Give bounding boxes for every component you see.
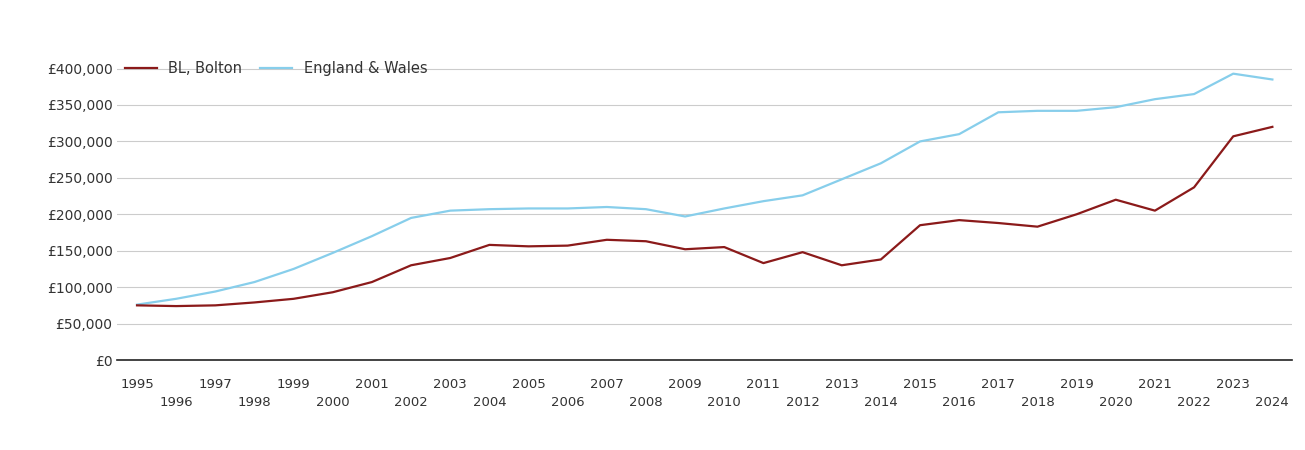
England & Wales bbox=[912, 139, 928, 144]
BL, Bolton bbox=[1069, 212, 1084, 217]
England & Wales bbox=[1225, 71, 1241, 76]
Text: 2024: 2024 bbox=[1255, 396, 1289, 409]
BL, Bolton bbox=[482, 242, 497, 248]
BL, Bolton bbox=[521, 243, 536, 249]
Text: 2002: 2002 bbox=[394, 396, 428, 409]
England & Wales bbox=[129, 302, 145, 307]
Text: 2013: 2013 bbox=[825, 378, 859, 391]
Text: 1995: 1995 bbox=[120, 378, 154, 391]
England & Wales bbox=[482, 207, 497, 212]
BL, Bolton bbox=[677, 247, 693, 252]
England & Wales bbox=[1030, 108, 1045, 113]
England & Wales bbox=[1069, 108, 1084, 113]
England & Wales bbox=[756, 198, 771, 204]
BL, Bolton bbox=[599, 237, 615, 243]
BL, Bolton bbox=[834, 263, 850, 268]
BL, Bolton bbox=[1225, 134, 1241, 139]
BL, Bolton bbox=[1265, 124, 1280, 130]
Text: 2011: 2011 bbox=[746, 378, 780, 391]
Text: 2004: 2004 bbox=[472, 396, 506, 409]
BL, Bolton bbox=[990, 220, 1006, 226]
BL, Bolton bbox=[560, 243, 576, 248]
BL, Bolton bbox=[286, 296, 301, 302]
BL, Bolton bbox=[403, 263, 419, 268]
Text: 2010: 2010 bbox=[707, 396, 741, 409]
England & Wales bbox=[442, 208, 458, 213]
Line: BL, Bolton: BL, Bolton bbox=[137, 127, 1272, 306]
England & Wales bbox=[1265, 77, 1280, 82]
BL, Bolton bbox=[364, 279, 380, 285]
Text: 2022: 2022 bbox=[1177, 396, 1211, 409]
Text: 2005: 2005 bbox=[512, 378, 545, 391]
BL, Bolton bbox=[716, 244, 732, 250]
Text: 2016: 2016 bbox=[942, 396, 976, 409]
England & Wales bbox=[325, 250, 341, 256]
BL, Bolton bbox=[1147, 208, 1163, 213]
England & Wales bbox=[247, 279, 262, 285]
Text: 2007: 2007 bbox=[590, 378, 624, 391]
England & Wales bbox=[990, 110, 1006, 115]
Text: 2014: 2014 bbox=[864, 396, 898, 409]
Text: 2015: 2015 bbox=[903, 378, 937, 391]
BL, Bolton bbox=[247, 300, 262, 305]
BL, Bolton bbox=[912, 222, 928, 228]
Text: 2006: 2006 bbox=[551, 396, 585, 409]
Text: 2020: 2020 bbox=[1099, 396, 1133, 409]
BL, Bolton bbox=[1186, 184, 1202, 190]
Legend: BL, Bolton, England & Wales: BL, Bolton, England & Wales bbox=[125, 61, 427, 76]
England & Wales bbox=[951, 131, 967, 137]
Text: 1998: 1998 bbox=[238, 396, 271, 409]
England & Wales bbox=[834, 176, 850, 182]
BL, Bolton bbox=[873, 257, 889, 262]
England & Wales bbox=[1147, 96, 1163, 102]
England & Wales bbox=[168, 296, 184, 302]
England & Wales bbox=[716, 206, 732, 211]
Text: 1996: 1996 bbox=[159, 396, 193, 409]
BL, Bolton bbox=[1108, 197, 1124, 202]
BL, Bolton bbox=[129, 303, 145, 308]
England & Wales bbox=[795, 193, 810, 198]
England & Wales bbox=[677, 214, 693, 219]
Text: 1997: 1997 bbox=[198, 378, 232, 391]
Text: 2023: 2023 bbox=[1216, 378, 1250, 391]
England & Wales bbox=[521, 206, 536, 211]
Text: 2000: 2000 bbox=[316, 396, 350, 409]
Text: 2012: 2012 bbox=[786, 396, 820, 409]
England & Wales bbox=[207, 289, 223, 294]
England & Wales bbox=[364, 234, 380, 239]
Text: 2008: 2008 bbox=[629, 396, 663, 409]
Line: England & Wales: England & Wales bbox=[137, 74, 1272, 305]
England & Wales bbox=[638, 207, 654, 212]
BL, Bolton bbox=[795, 249, 810, 255]
England & Wales bbox=[873, 161, 889, 166]
Text: 2009: 2009 bbox=[668, 378, 702, 391]
BL, Bolton bbox=[207, 303, 223, 308]
Text: 2017: 2017 bbox=[981, 378, 1015, 391]
BL, Bolton bbox=[756, 261, 771, 266]
BL, Bolton bbox=[442, 255, 458, 261]
Text: 2018: 2018 bbox=[1021, 396, 1054, 409]
BL, Bolton bbox=[638, 238, 654, 244]
Text: 1999: 1999 bbox=[277, 378, 311, 391]
Text: 2019: 2019 bbox=[1060, 378, 1094, 391]
Text: 2021: 2021 bbox=[1138, 378, 1172, 391]
England & Wales bbox=[560, 206, 576, 211]
England & Wales bbox=[1108, 104, 1124, 110]
Text: 2003: 2003 bbox=[433, 378, 467, 391]
England & Wales bbox=[1186, 91, 1202, 97]
England & Wales bbox=[599, 204, 615, 210]
England & Wales bbox=[286, 266, 301, 272]
Text: 2001: 2001 bbox=[355, 378, 389, 391]
BL, Bolton bbox=[325, 289, 341, 295]
England & Wales bbox=[403, 215, 419, 220]
BL, Bolton bbox=[168, 303, 184, 309]
BL, Bolton bbox=[1030, 224, 1045, 230]
BL, Bolton bbox=[951, 217, 967, 223]
